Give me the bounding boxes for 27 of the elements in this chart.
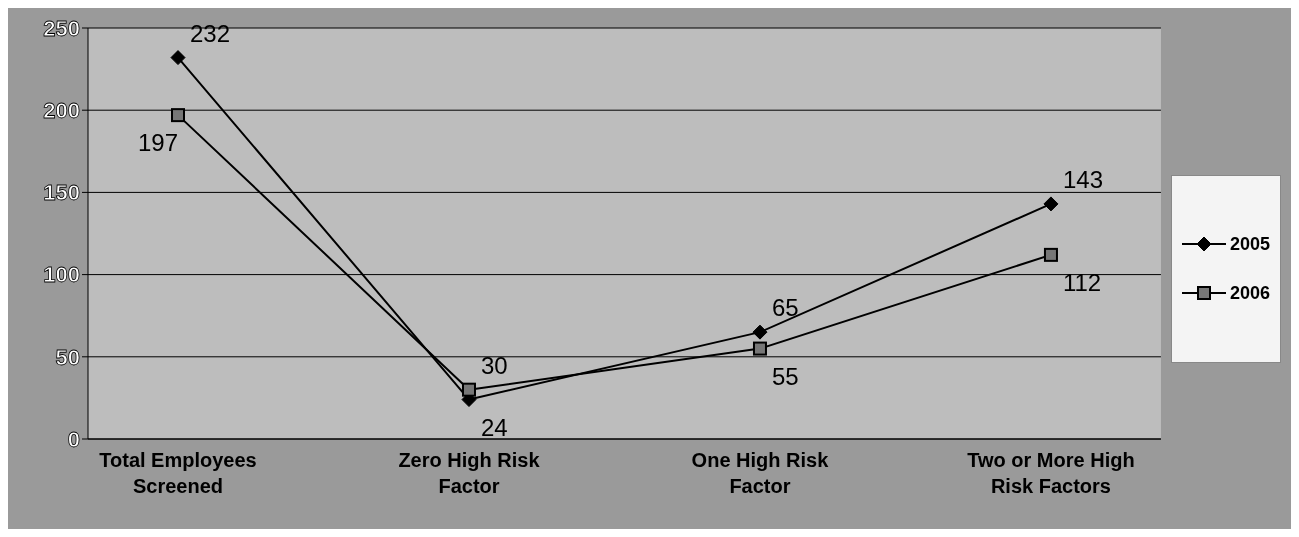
x-tick-label: Total Employees Screened	[99, 449, 257, 497]
y-tick-label: 250	[43, 15, 80, 41]
point	[171, 108, 185, 123]
point	[1043, 247, 1058, 262]
x-tick-label: Zero High Risk Factor	[398, 449, 541, 497]
data-label: 55	[771, 362, 799, 390]
data-label: 197	[138, 129, 179, 157]
point	[752, 324, 768, 340]
data-label: 112	[1062, 268, 1102, 296]
data-label: 65	[771, 294, 799, 322]
point	[461, 382, 476, 397]
legend-label: 2006	[1229, 282, 1270, 304]
x-tick-label: Two or More High Risk Factors	[967, 449, 1135, 497]
y-tick-label: 100	[43, 262, 80, 288]
y-tick-label: 150	[43, 180, 80, 206]
data-label: 143	[1062, 165, 1103, 193]
y-tick-label: 0	[67, 426, 80, 452]
data-label: 24	[480, 413, 508, 441]
point	[1043, 196, 1059, 212]
x-tick-label: One High Risk Factor	[691, 449, 830, 497]
legend-label: 2005	[1229, 233, 1270, 255]
y-tick-label: 200	[43, 98, 80, 124]
data-label: 30	[480, 351, 508, 379]
point	[752, 341, 767, 356]
y-tick-label: 50	[55, 344, 80, 370]
data-label: 232	[190, 19, 231, 47]
point	[170, 50, 186, 66]
